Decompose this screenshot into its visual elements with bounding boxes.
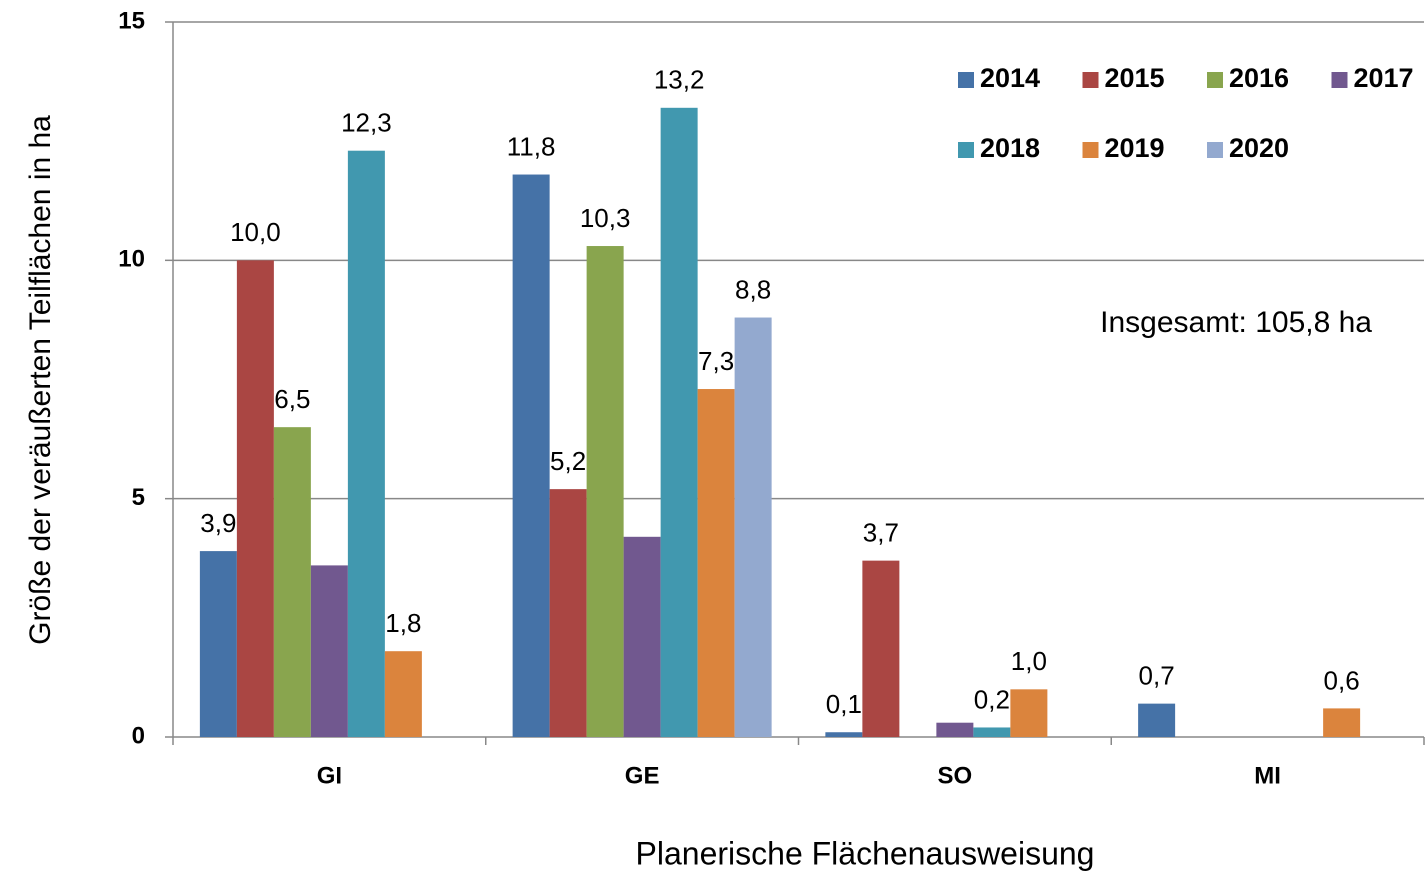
legend-swatch [1082,142,1099,158]
bar [862,560,900,737]
legend-swatch [1207,142,1223,158]
x-tick-label: GE [625,762,660,789]
bar [1323,708,1361,737]
legend-swatch [1331,72,1348,88]
value-label: 5,2 [550,446,586,476]
y-tick-label: 5 [132,484,145,511]
bar [512,174,550,738]
value-label: 0,2 [974,684,1010,714]
value-label: 0,1 [826,689,862,719]
x-tick-label: MI [1254,762,1281,789]
bar [973,727,1011,737]
legend-label: 2015 [1105,63,1165,93]
value-label: 12,3 [341,108,392,138]
legend-swatch [958,72,974,88]
value-label: 13,2 [654,65,705,95]
bar [586,246,624,738]
bar [384,651,422,737]
legend-label: 2014 [980,63,1040,93]
bar [697,389,735,737]
bar [623,536,661,737]
annotation: Insgesamt: 105,8 ha [1100,306,1372,339]
y-tick-label: 15 [118,7,145,34]
value-label: 1,8 [385,608,421,638]
value-label: 0,6 [1324,665,1360,695]
value-label: 3,7 [863,518,899,548]
value-label: 6,5 [274,384,310,414]
x-axis-title: Planerische Flächenausweisung [636,835,1095,871]
value-label: 7,3 [698,346,734,376]
bar [825,732,863,737]
legend-swatch [1207,72,1223,88]
bar [236,260,274,737]
legend-label: 2017 [1354,63,1414,93]
y-tick-label: 10 [118,246,145,273]
legend-swatch [958,142,974,158]
value-label: 0,7 [1139,661,1175,691]
bar [199,551,237,737]
bar [734,317,772,737]
legend-label: 2020 [1229,133,1289,163]
legend-label: 2016 [1229,63,1289,93]
value-label: 11,8 [507,131,556,161]
value-label: 10,0 [230,217,281,247]
legend-label: 2019 [1105,133,1165,163]
value-label: 3,9 [200,508,236,538]
bar [273,427,311,737]
bar [660,107,698,738]
y-axis-title: Größe der veräußerten Teilflächen in ha [24,115,57,645]
value-label: 1,0 [1011,646,1047,676]
bar [549,489,587,737]
x-tick-label: GI [317,762,342,789]
bar [936,722,974,737]
bar [310,565,348,737]
bar [1010,689,1048,737]
bar [1138,703,1176,737]
bar [347,150,385,737]
y-tick-label: 0 [132,722,145,749]
legend-swatch [1082,72,1099,88]
legend-label: 2018 [980,133,1040,163]
value-label: 8,8 [735,274,771,304]
value-label: 10,3 [580,203,631,233]
x-tick-label: SO [938,762,973,789]
